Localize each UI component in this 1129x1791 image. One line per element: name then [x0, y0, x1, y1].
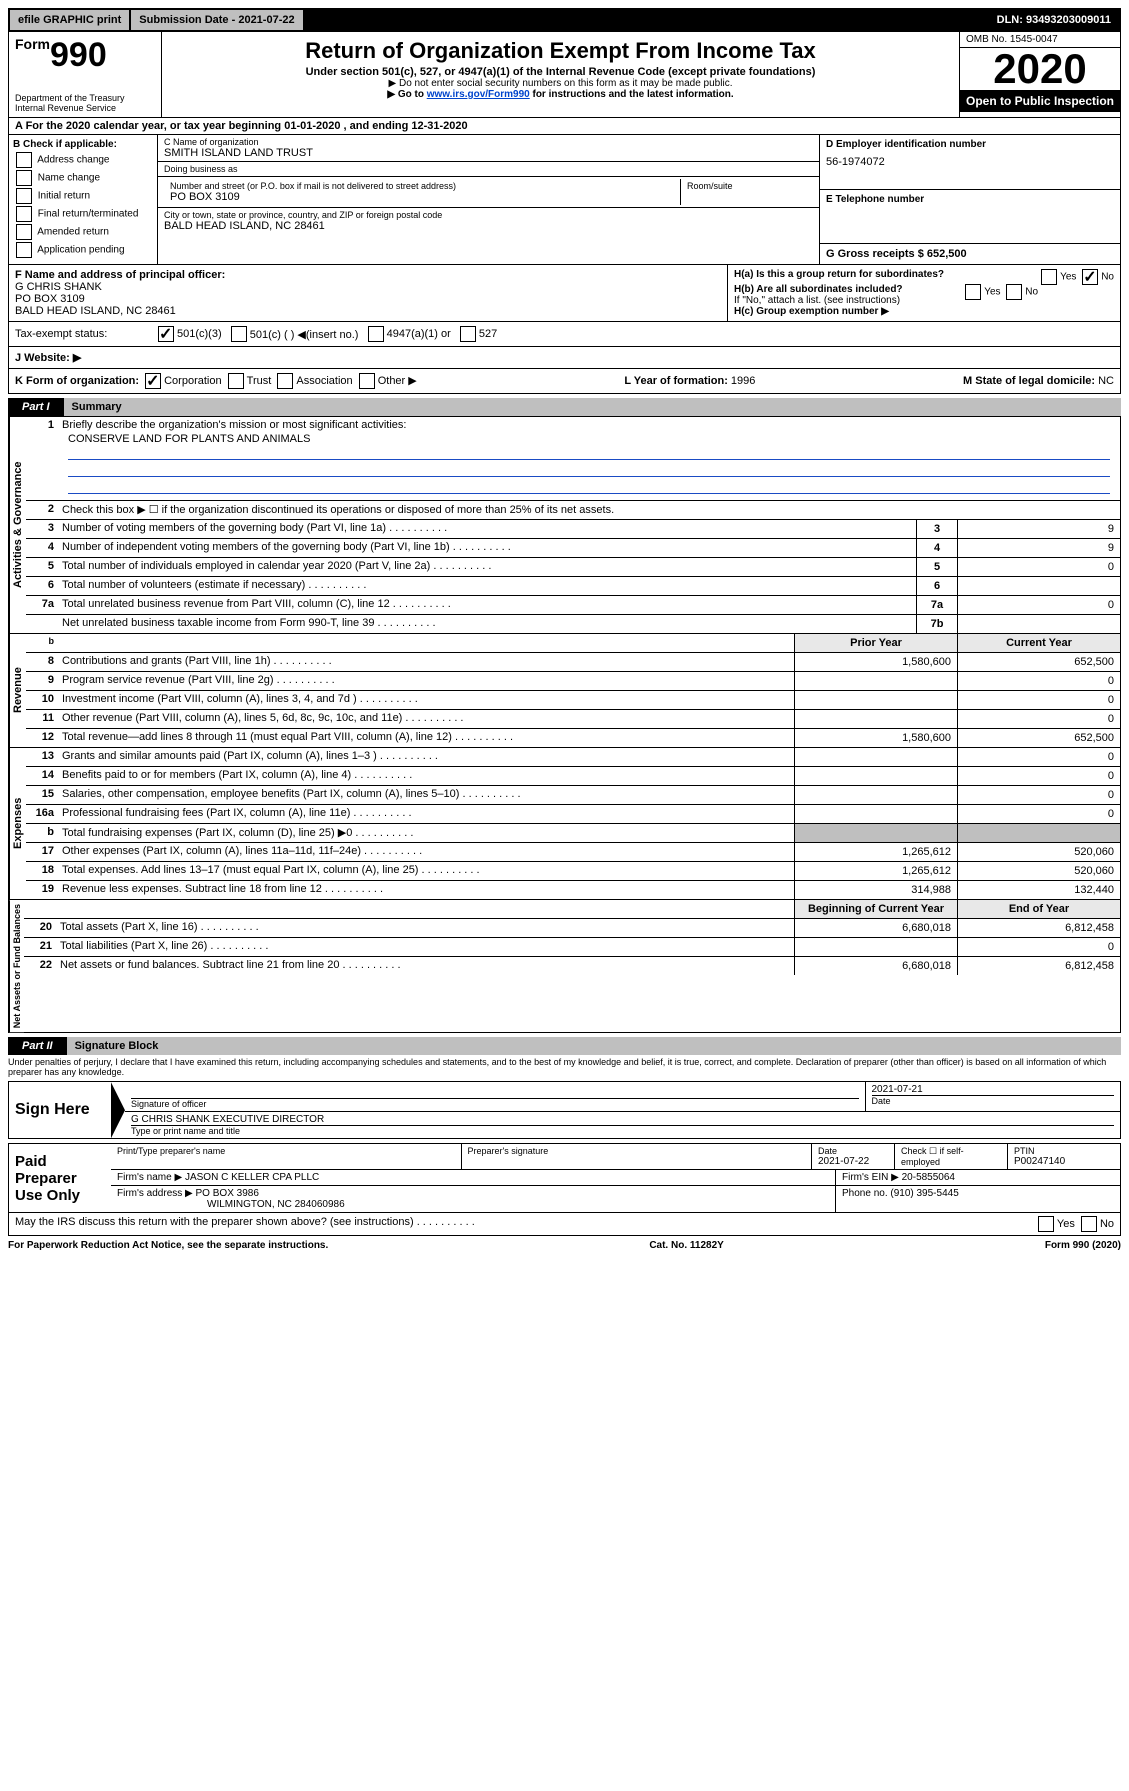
dept-treasury: Department of the Treasury [15, 93, 155, 103]
summary-row: 14Benefits paid to or for members (Part … [26, 767, 1120, 786]
line-a: A For the 2020 calendar year, or tax yea… [8, 118, 1121, 135]
summary-row: 17Other expenses (Part IX, column (A), l… [26, 843, 1120, 862]
summary-row: 6Total number of volunteers (estimate if… [26, 577, 1120, 596]
check-application-pending[interactable]: Application pending [13, 242, 153, 258]
form-title: Return of Organization Exempt From Incom… [168, 38, 953, 64]
summary-row: 20Total assets (Part X, line 16)6,680,01… [24, 919, 1120, 938]
501c3-check[interactable] [158, 326, 174, 342]
summary-row: Net unrelated business taxable income fr… [26, 615, 1120, 633]
summary-row: 10Investment income (Part VIII, column (… [26, 691, 1120, 710]
section-h: H(a) Is this a group return for subordin… [728, 265, 1120, 321]
submission-date: Submission Date - 2021-07-22 [131, 10, 304, 30]
irs: Internal Revenue Service [15, 103, 155, 113]
paid-preparer: Paid Preparer Use Only Print/Type prepar… [8, 1143, 1121, 1213]
perjury-statement: Under penalties of perjury, I declare th… [8, 1055, 1121, 1079]
section-b: B Check if applicable: Address change Na… [9, 135, 158, 264]
org-address: PO BOX 3109 [170, 191, 674, 203]
org-name: SMITH ISLAND LAND TRUST [164, 147, 813, 159]
addr-lbl: Number and street (or P.O. box if mail i… [170, 181, 674, 191]
part2-header: Part IISignature Block [8, 1037, 1121, 1055]
check-final-return-terminated[interactable]: Final return/terminated [13, 206, 153, 222]
summary-row: 4Number of independent voting members of… [26, 539, 1120, 558]
city-lbl: City or town, state or province, country… [164, 210, 813, 220]
check-initial-return[interactable]: Initial return [13, 188, 153, 204]
open-public: Open to Public Inspection [960, 90, 1120, 112]
part1-header: Part ISummary [8, 398, 1121, 416]
check-amended-return[interactable]: Amended return [13, 224, 153, 240]
note-link: ▶ Go to www.irs.gov/Form990 for instruct… [168, 89, 953, 100]
discuss-row: May the IRS discuss this return with the… [8, 1213, 1121, 1236]
org-city: BALD HEAD ISLAND, NC 28461 [164, 220, 813, 232]
gross-receipts: G Gross receipts $ 652,500 [826, 248, 967, 260]
summary-netassets: Net Assets or Fund Balances Beginning of… [8, 900, 1121, 1033]
irs-link[interactable]: www.irs.gov/Form990 [427, 89, 530, 100]
check-address-change[interactable]: Address change [13, 152, 153, 168]
summary-activities: Activities & Governance 1Briefly describ… [8, 416, 1121, 634]
mission: CONSERVE LAND FOR PLANTS AND ANIMALS [68, 433, 1110, 445]
summary-row: 5Total number of individuals employed in… [26, 558, 1120, 577]
suite-lbl: Room/suite [687, 181, 807, 191]
summary-row: 21Total liabilities (Part X, line 26)0 [24, 938, 1120, 957]
summary-row: 16aProfessional fundraising fees (Part I… [26, 805, 1120, 824]
tax-year: 2020 [960, 48, 1120, 90]
section-i: Tax-exempt status: 501(c)(3) 501(c) ( ) … [8, 322, 1121, 347]
officer-name: G CHRIS SHANK [15, 281, 721, 293]
section-j: J Website: ▶ [8, 347, 1121, 369]
section-klm: K Form of organization: Corporation Trus… [8, 369, 1121, 394]
ein-lbl: D Employer identification number [826, 139, 1114, 150]
summary-row: 7aTotal unrelated business revenue from … [26, 596, 1120, 615]
dba-lbl: Doing business as [164, 164, 813, 174]
note-ssn: ▶ Do not enter social security numbers o… [168, 78, 953, 89]
c-name-lbl: C Name of organization [164, 137, 813, 147]
summary-row: bTotal fundraising expenses (Part IX, co… [26, 824, 1120, 843]
check-name-change[interactable]: Name change [13, 170, 153, 186]
summary-row: 12Total revenue—add lines 8 through 11 (… [26, 729, 1120, 747]
summary-row: 3Number of voting members of the governi… [26, 520, 1120, 539]
footer: For Paperwork Reduction Act Notice, see … [8, 1240, 1121, 1251]
summary-row: 18Total expenses. Add lines 13–17 (must … [26, 862, 1120, 881]
phone-lbl: E Telephone number [826, 194, 1114, 205]
firm-name: JASON C KELLER CPA PLLC [185, 1172, 319, 1183]
summary-row: 19Revenue less expenses. Subtract line 1… [26, 881, 1120, 899]
summary-row: 11Other revenue (Part VIII, column (A), … [26, 710, 1120, 729]
form-number: Form990 [15, 36, 155, 75]
summary-row: 13Grants and similar amounts paid (Part … [26, 748, 1120, 767]
form-header: Form990 Department of the Treasury Inter… [8, 32, 1121, 118]
summary-expenses: Expenses 13Grants and similar amounts pa… [8, 748, 1121, 900]
efile-btn[interactable]: efile GRAPHIC print [10, 10, 131, 30]
summary-row: 15Salaries, other compensation, employee… [26, 786, 1120, 805]
section-f: F Name and address of principal officer:… [9, 265, 728, 321]
ein: 56-1974072 [826, 156, 1114, 168]
summary-row: 9Program service revenue (Part VIII, lin… [26, 672, 1120, 691]
officer-sig-name: G CHRIS SHANK EXECUTIVE DIRECTOR [131, 1114, 1114, 1125]
dln: DLN: 93493203009011 [989, 10, 1119, 30]
form-subtitle: Under section 501(c), 527, or 4947(a)(1)… [168, 66, 953, 78]
topbar: efile GRAPHIC print Submission Date - 20… [8, 8, 1121, 32]
summary-row: 22Net assets or fund balances. Subtract … [24, 957, 1120, 975]
summary-revenue: Revenue bPrior YearCurrent Year 8Contrib… [8, 634, 1121, 748]
sign-here: Sign Here Signature of officer 2021-07-2… [8, 1081, 1121, 1139]
summary-row: 8Contributions and grants (Part VIII, li… [26, 653, 1120, 672]
